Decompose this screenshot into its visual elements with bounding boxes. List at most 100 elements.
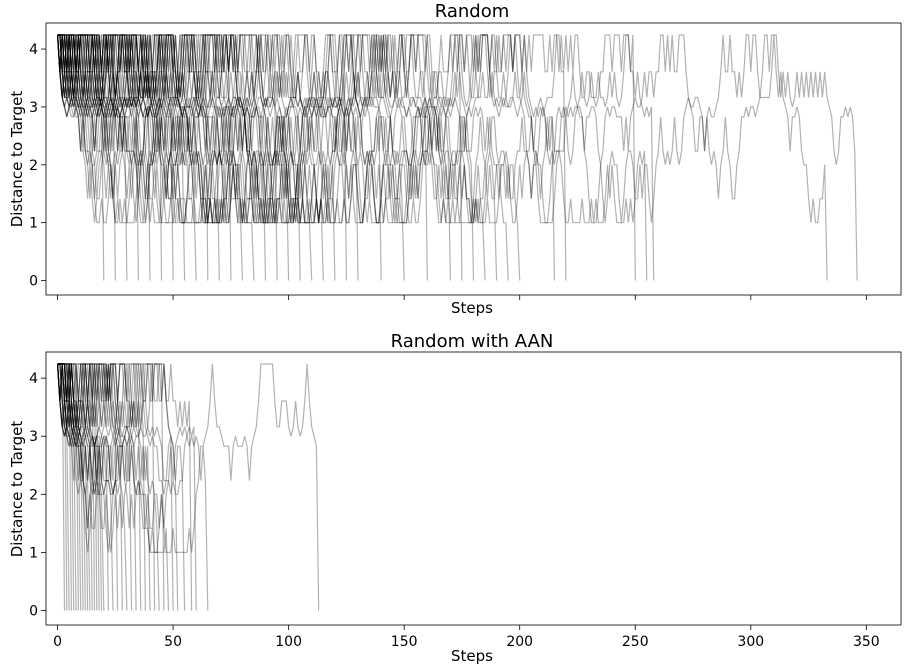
- episode-line: [57, 363, 193, 611]
- episode-line: [57, 34, 267, 281]
- episode-line: [57, 34, 139, 281]
- episode-line: [57, 363, 160, 611]
- episode-line: [57, 34, 197, 281]
- episode-line: [57, 34, 451, 281]
- episode-line: [57, 363, 100, 611]
- episode-line: [57, 34, 301, 281]
- episode-line: [57, 34, 209, 281]
- episode-line: [57, 363, 197, 611]
- episode-line: [57, 363, 179, 611]
- x-tick-label: 50: [164, 634, 182, 650]
- episode-line: [57, 34, 498, 281]
- episode-line: [57, 34, 151, 281]
- episode-line: [57, 363, 91, 611]
- y-tick-label: 3: [29, 429, 38, 445]
- episode-line: [57, 363, 186, 611]
- episode-line: [57, 34, 636, 281]
- plot-frame: [45, 351, 902, 626]
- episode-line: [57, 34, 278, 281]
- episode-line: [57, 363, 209, 611]
- y-ticks: 0 1 2 3 4: [29, 371, 46, 619]
- episode-line: [57, 363, 119, 611]
- episode-line: [57, 34, 290, 281]
- episode-line: [57, 34, 509, 281]
- episode-line: [57, 34, 324, 281]
- episode-line: [57, 34, 382, 281]
- episode-line: [57, 363, 114, 611]
- y-axis-label: Distance to Target: [8, 91, 26, 228]
- episode-line: [57, 34, 858, 281]
- episode-line: [57, 34, 567, 281]
- episode-line: [57, 34, 105, 281]
- episode-line: [57, 363, 174, 611]
- episode-line: [57, 363, 68, 611]
- episode-line: [57, 34, 116, 281]
- episode-line: [57, 34, 220, 281]
- y-tick-label: 1: [29, 216, 38, 232]
- y-tick-label: 3: [29, 100, 38, 116]
- episode-line: [57, 34, 232, 281]
- y-ticks: 0 1 2 3 4: [29, 42, 46, 290]
- episode-line: [57, 34, 128, 281]
- episode-line: [57, 34, 243, 281]
- chart-title: Random: [435, 1, 510, 22]
- episode-line: [57, 363, 72, 611]
- episode-line: [57, 34, 336, 281]
- episode-line: [57, 34, 359, 281]
- episode-line: [57, 363, 156, 611]
- episode-line: [57, 363, 128, 611]
- episode-lines: [57, 363, 320, 611]
- episode-line: [57, 363, 98, 611]
- episode-line: [57, 34, 486, 281]
- episode-line: [57, 363, 70, 611]
- episode-line: [57, 34, 828, 281]
- episode-line: [57, 363, 66, 611]
- episode-line: [57, 34, 347, 281]
- x-tick-label: 200: [506, 634, 533, 650]
- y-tick-label: 2: [29, 158, 38, 174]
- x-ticks: 0 50 100 150 200 250 300 350: [53, 625, 880, 650]
- x-tick-label: 100: [275, 634, 302, 650]
- episode-line: [57, 34, 555, 281]
- y-tick-label: 4: [29, 371, 38, 387]
- x-tick-label: 150: [391, 634, 418, 650]
- episode-line: [57, 363, 320, 611]
- plot-frame: [45, 22, 902, 296]
- chart-title: Random with AAN: [391, 331, 554, 352]
- episode-line: [57, 34, 313, 281]
- x-ticks: [57, 295, 867, 300]
- episode-line: [57, 34, 463, 281]
- episode-line: [57, 363, 96, 611]
- episode-line: [57, 363, 137, 611]
- episode-line: [57, 363, 165, 611]
- episode-line: [57, 363, 133, 611]
- episode-line: [57, 34, 405, 281]
- y-tick-label: 4: [29, 42, 38, 58]
- y-tick-label: 0: [29, 274, 38, 290]
- episode-line: [57, 34, 428, 281]
- episode-line: [57, 363, 123, 611]
- episode-line: [57, 363, 84, 611]
- x-axis-label: Steps: [451, 647, 493, 664]
- episode-line: [57, 34, 255, 281]
- episode-line: [57, 34, 163, 281]
- episode-line: [57, 363, 82, 611]
- x-tick-label: 300: [737, 634, 764, 650]
- episode-line: [57, 363, 79, 611]
- episode-line: [57, 363, 77, 611]
- y-tick-label: 1: [29, 545, 38, 561]
- x-tick-label: 350: [853, 634, 880, 650]
- episode-line: [57, 363, 105, 611]
- episode-line: [57, 34, 475, 281]
- y-axis-label: Distance to Target: [8, 421, 26, 558]
- y-tick-label: 2: [29, 487, 38, 503]
- episode-lines: [57, 34, 858, 281]
- episode-line: [57, 363, 142, 611]
- episode-line: [57, 34, 174, 281]
- episode-line: [57, 34, 186, 281]
- episode-line: [57, 34, 655, 281]
- episode-line: [57, 363, 146, 611]
